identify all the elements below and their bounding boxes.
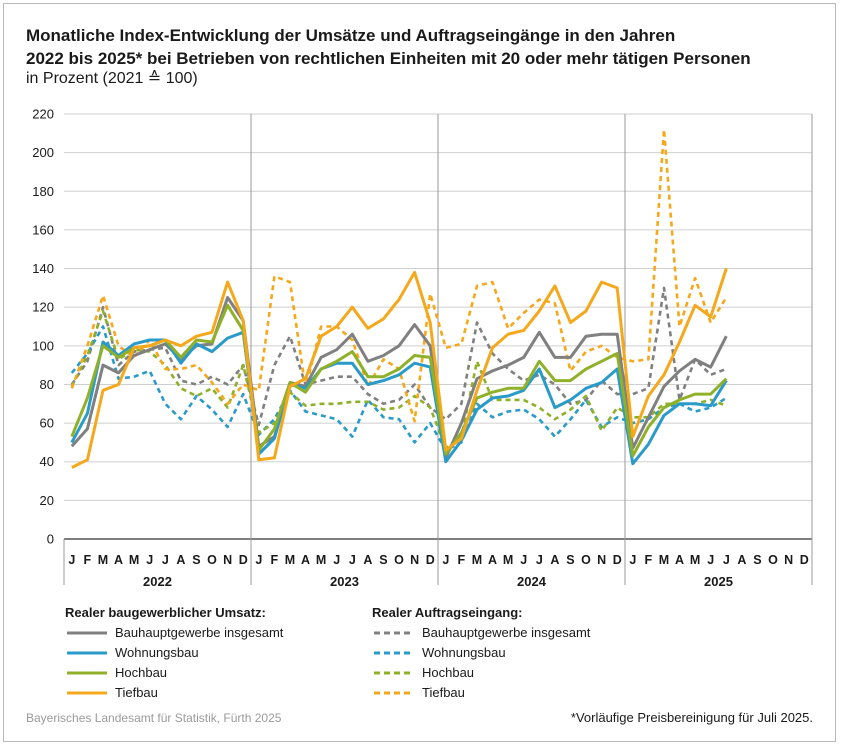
x-tick-label-month: O xyxy=(581,553,591,567)
legend-label: Tiefbau xyxy=(115,685,158,700)
x-tick-label-month: A xyxy=(176,553,185,567)
x-tick-label-month: A xyxy=(737,553,746,567)
x-tick-label-month: J xyxy=(707,553,714,567)
x-tick-label-month: J xyxy=(255,553,262,567)
x-tick-label-month: O xyxy=(768,553,778,567)
legend-swatch xyxy=(67,691,107,695)
series-revenue-bauhauptgewerbe-insgesamt xyxy=(70,296,728,460)
chart-title-line1: Monatliche Index-Entwicklung der Umsätze… xyxy=(26,26,676,45)
x-tick-label-month: J xyxy=(723,553,730,567)
x-tick-label-year: 2024 xyxy=(517,574,547,589)
x-tick-label-year: 2022 xyxy=(143,574,172,589)
x-tick-label-month: S xyxy=(379,553,387,567)
x-tick-label-year: 2023 xyxy=(330,574,359,589)
x-tick-label-month: M xyxy=(690,553,700,567)
x-tick-label-month: D xyxy=(426,553,435,567)
chart-subtitle: in Prozent (2021 ≙ 100) xyxy=(26,70,198,87)
legend-swatch xyxy=(67,651,107,655)
y-tick-label: 60 xyxy=(40,416,54,431)
x-tick-label-month: N xyxy=(223,553,232,567)
series-orders-tiefbau xyxy=(70,128,728,423)
x-tick-label-month: M xyxy=(129,553,139,567)
x-tick-label-month: M xyxy=(316,553,326,567)
legend-label: Tiefbau xyxy=(422,685,465,700)
x-tick-label-month: J xyxy=(162,553,169,567)
x-tick-label-month: F xyxy=(84,553,92,567)
legend-swatch xyxy=(374,651,414,655)
legend-label: Bauhauptgewerbe insgesamt xyxy=(422,625,591,640)
x-tick-label-month: M xyxy=(472,553,482,567)
legend-swatch xyxy=(67,671,107,675)
x-tick-label-month: F xyxy=(271,553,279,567)
x-tick-label-month: J xyxy=(520,553,527,567)
y-tick-label: 220 xyxy=(32,107,54,122)
x-tick-label-month: J xyxy=(349,553,356,567)
series-orders-wohnungsbau xyxy=(70,325,727,452)
x-tick-label-month: J xyxy=(333,553,340,567)
legend-swatch xyxy=(374,631,414,635)
x-tick-label-month: J xyxy=(629,553,636,567)
x-tick-label-month: F xyxy=(645,553,653,567)
x-tick-label-month: M xyxy=(659,553,669,567)
legend-swatch xyxy=(374,671,414,675)
x-tick-label-month: M xyxy=(285,553,295,567)
footnote: *Vorläufige Preisbereinigung für Juli 20… xyxy=(570,710,813,725)
x-tick-label-month: D xyxy=(239,553,248,567)
series-revenue-hochbau xyxy=(70,303,728,458)
y-tick-label: 120 xyxy=(32,300,54,315)
legend-swatch xyxy=(374,691,414,695)
x-tick-label-month: S xyxy=(566,553,574,567)
x-tick-label-month: J xyxy=(68,553,75,567)
y-tick-label: 40 xyxy=(40,454,54,469)
legend-label: Hochbau xyxy=(115,665,168,680)
y-tick-label: 200 xyxy=(32,145,54,160)
x-tick-label-month: A xyxy=(363,553,372,567)
series-orders-bauhauptgewerbe-insgesamt xyxy=(70,286,727,427)
x-tick-label-year: 2025 xyxy=(704,574,733,589)
series-orders-hochbau xyxy=(70,309,727,450)
legend-label: Wohnungsbau xyxy=(115,645,199,660)
x-tick-label-month: A xyxy=(301,553,310,567)
source-note: Bayerisches Landesamt für Statistik, Für… xyxy=(26,711,282,725)
x-tick-label-month: D xyxy=(800,553,809,567)
series-revenue-wohnungsbau xyxy=(70,330,728,466)
y-tick-label: 160 xyxy=(32,222,54,237)
x-tick-label-month: A xyxy=(114,553,123,567)
x-tick-label-month: O xyxy=(207,553,217,567)
x-tick-label-month: S xyxy=(192,553,200,567)
chart-title: Monatliche Index-Entwicklung der Umsätze… xyxy=(26,24,826,70)
x-tick-label-month: J xyxy=(146,553,153,567)
y-tick-label: 100 xyxy=(32,338,54,353)
chart-frame xyxy=(3,3,836,742)
y-tick-label: 180 xyxy=(32,184,54,199)
x-tick-label-month: A xyxy=(675,553,684,567)
legend-label: Bauhauptgewerbe insgesamt xyxy=(115,625,284,640)
x-tick-label-month: M xyxy=(98,553,108,567)
legend-swatch xyxy=(67,631,107,635)
x-tick-label-month: O xyxy=(394,553,404,567)
legend-label: Wohnungsbau xyxy=(422,645,506,660)
series-revenue-tiefbau xyxy=(71,268,728,469)
x-tick-label-month: N xyxy=(597,553,606,567)
legend-group-orders-title: Realer Auftragseingang: xyxy=(372,605,523,620)
x-tick-label-month: J xyxy=(442,553,449,567)
x-tick-label-month: J xyxy=(536,553,543,567)
chart-title-line2: 2022 bis 2025* bei Betrieben von rechtli… xyxy=(26,49,751,68)
x-tick-label-month: D xyxy=(613,553,622,567)
x-tick-label-month: N xyxy=(410,553,419,567)
y-tick-label: 80 xyxy=(40,377,54,392)
y-tick-label: 20 xyxy=(40,493,54,508)
y-tick-label: 0 xyxy=(47,532,54,547)
x-tick-label-month: A xyxy=(488,553,497,567)
legend-group-revenue-title: Realer baugewerblicher Umsatz: xyxy=(65,605,266,620)
x-tick-label-month: S xyxy=(753,553,761,567)
x-tick-label-month: A xyxy=(550,553,559,567)
legend-label: Hochbau xyxy=(422,665,475,680)
x-tick-label-month: M xyxy=(503,553,513,567)
x-tick-label-month: N xyxy=(784,553,793,567)
y-tick-label: 140 xyxy=(32,261,54,276)
x-tick-label-month: F xyxy=(458,553,466,567)
